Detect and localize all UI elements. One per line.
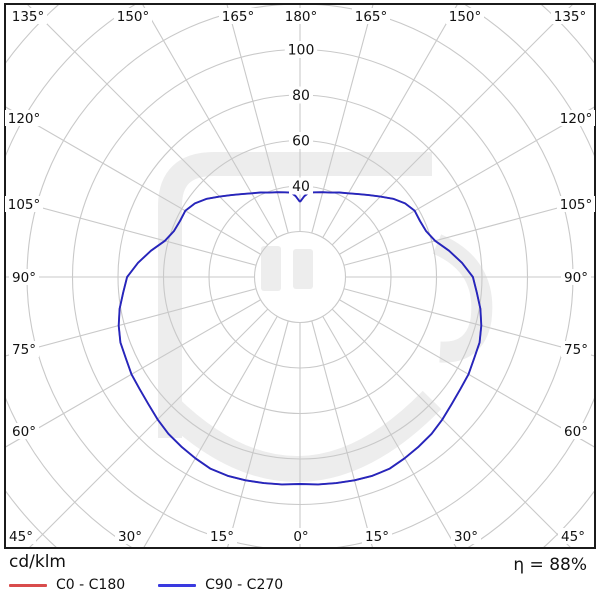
angle-label: 60°	[12, 424, 36, 440]
angle-label: 30°	[118, 529, 142, 545]
angle-label: 30°	[454, 529, 478, 545]
angle-label: 90°	[564, 270, 588, 286]
angle-label: 180°	[285, 9, 318, 25]
legend-line-c0-c180	[9, 583, 47, 587]
grid-spoke	[322, 4, 459, 238]
plot-border	[4, 3, 596, 549]
angle-label: 45°	[9, 529, 33, 545]
curve-C90-C270	[117, 191, 483, 486]
angle-label: 150°	[117, 9, 150, 25]
angle-label: 105°	[560, 197, 593, 213]
angle-label: 105°	[8, 197, 41, 213]
units-label: cd/klm	[9, 552, 66, 572]
grid-spoke	[5, 106, 261, 255]
legend-line-c90-c270	[158, 583, 197, 587]
angle-label: 15°	[210, 529, 234, 545]
angle-label: 75°	[12, 342, 36, 358]
angle-label: 120°	[560, 111, 593, 127]
grid-spoke	[5, 299, 261, 448]
legend-label-c90-c270: C90 - C270	[205, 577, 284, 593]
radial-tick-label: 40	[292, 179, 310, 195]
grid-spoke	[311, 320, 374, 548]
radial-tick-labels: 40 60 80 100	[284, 41, 318, 195]
grid-spoke	[339, 106, 595, 255]
grid-spoke	[343, 197, 595, 266]
angle-label: 15°	[365, 529, 389, 545]
angle-label: 165°	[355, 9, 388, 25]
angle-label: 0°	[293, 529, 308, 545]
angle-label: 120°	[8, 111, 41, 127]
angle-label: 60°	[564, 424, 588, 440]
grid-spoke	[311, 4, 374, 234]
angle-label: 150°	[449, 9, 482, 25]
angle-labels: 135° 150° 165° 180° 165° 150° 135° 45° 30° 15° 0° 1…	[5, 8, 595, 545]
angle-label: 90°	[12, 270, 36, 286]
grid-spoke	[226, 4, 289, 234]
grid-spoke	[5, 288, 257, 357]
angle-label: 75°	[564, 342, 588, 358]
legend: C0 - C180 C90 - C270	[9, 577, 283, 593]
grid-spoke	[141, 4, 278, 238]
angle-label: 135°	[12, 9, 45, 25]
grid-spoke	[322, 316, 458, 548]
radial-tick-label: 60	[292, 134, 310, 150]
grid-spoke	[339, 299, 595, 448]
grid-spoke	[343, 288, 595, 357]
angle-label: 135°	[554, 9, 587, 25]
angle-label: 165°	[222, 9, 255, 25]
grid-spoke	[226, 320, 289, 548]
grid-spoke	[5, 197, 257, 266]
legend-label-c0-c180: C0 - C180	[56, 577, 126, 593]
efficiency-label: η = 88%	[513, 555, 587, 575]
grid-spoke	[142, 316, 278, 548]
radial-tick-label: 100	[288, 43, 315, 59]
chart-footer: cd/klm η = 88% C0 - C180 C90 - C270	[0, 548, 600, 600]
radial-tick-label: 80	[292, 88, 310, 104]
angle-label: 45°	[561, 529, 585, 545]
grid-spoke	[28, 308, 269, 548]
